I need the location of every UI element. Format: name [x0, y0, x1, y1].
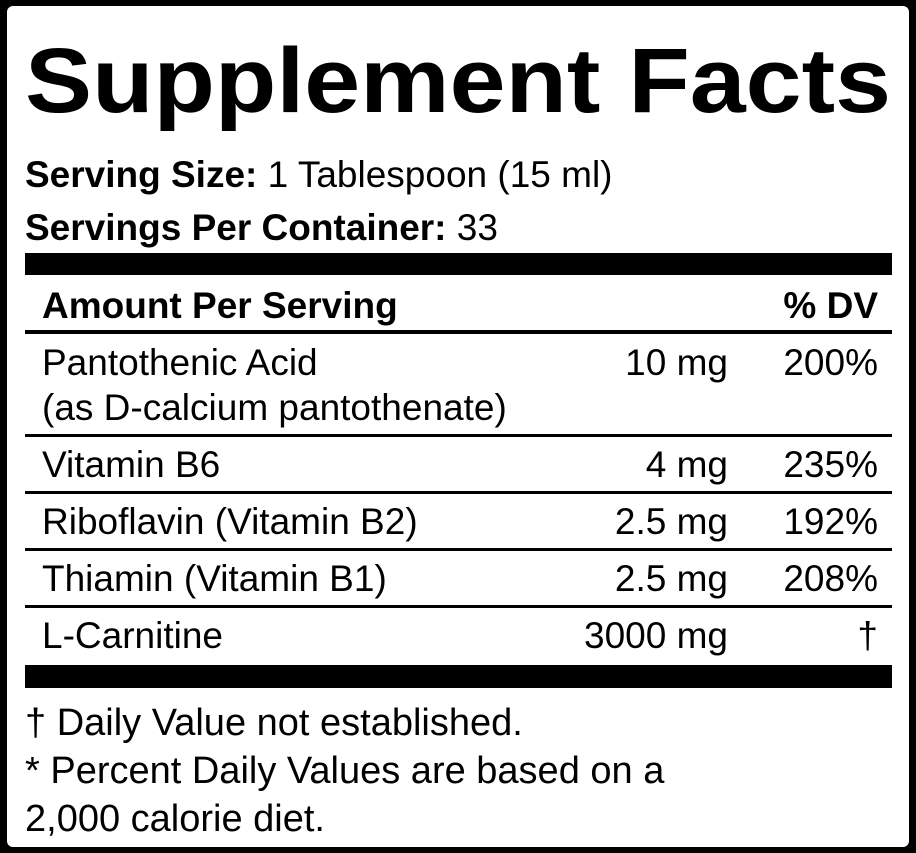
daily-value: 200% [783, 342, 878, 383]
amount: 3000 mg [584, 615, 728, 656]
divider [25, 605, 892, 608]
daily-value: 192% [783, 501, 878, 542]
nutrient-name: L-Carnitine [42, 615, 223, 656]
footnote: * Percent Daily Values are based on a [25, 750, 665, 792]
thick-divider [25, 665, 892, 688]
daily-value: † [857, 615, 878, 656]
amount: 2.5 mg [615, 501, 728, 542]
daily-value: 235% [783, 444, 878, 485]
amount: 2.5 mg [615, 558, 728, 599]
divider [25, 491, 892, 494]
title: Supplement Facts [25, 30, 891, 132]
footnote: † Daily Value not established. [25, 702, 523, 744]
servings-label: Servings Per Container: [25, 207, 447, 248]
serving-size: Serving Size: 1 Tablespoon (15 ml) [25, 154, 613, 195]
serving-size-value: 1 Tablespoon (15 ml) [268, 154, 613, 195]
servings-value: 33 [457, 207, 498, 248]
nutrient-name: Pantothenic Acid [42, 342, 318, 383]
nutrient-name: Riboflavin (Vitamin B2) [42, 501, 418, 542]
divider [25, 548, 892, 551]
rows: Pantothenic Acid 10 mg 200% (as D-calcium p… [25, 342, 892, 656]
label-background [7, 6, 909, 847]
divider [25, 330, 892, 334]
nutrient-note: (as D-calcium pantothenate) [42, 387, 507, 428]
footnotes: † Daily Value not established. * Percent … [25, 702, 665, 840]
amount: 4 mg [646, 444, 728, 485]
servings-per-container: Servings Per Container: 33 [25, 207, 498, 248]
divider [25, 434, 892, 437]
amount: 10 mg [625, 342, 728, 383]
nutrient-name: Vitamin B6 [42, 444, 220, 485]
serving-size-label: Serving Size: [25, 154, 257, 195]
header-amount: Amount Per Serving [42, 285, 398, 326]
nutrient-name: Thiamin (Vitamin B1) [42, 558, 387, 599]
header-dv: % DV [783, 285, 878, 326]
daily-value: 208% [783, 558, 878, 599]
thick-divider [25, 253, 892, 275]
footnote: 2,000 calorie diet. [25, 798, 325, 840]
